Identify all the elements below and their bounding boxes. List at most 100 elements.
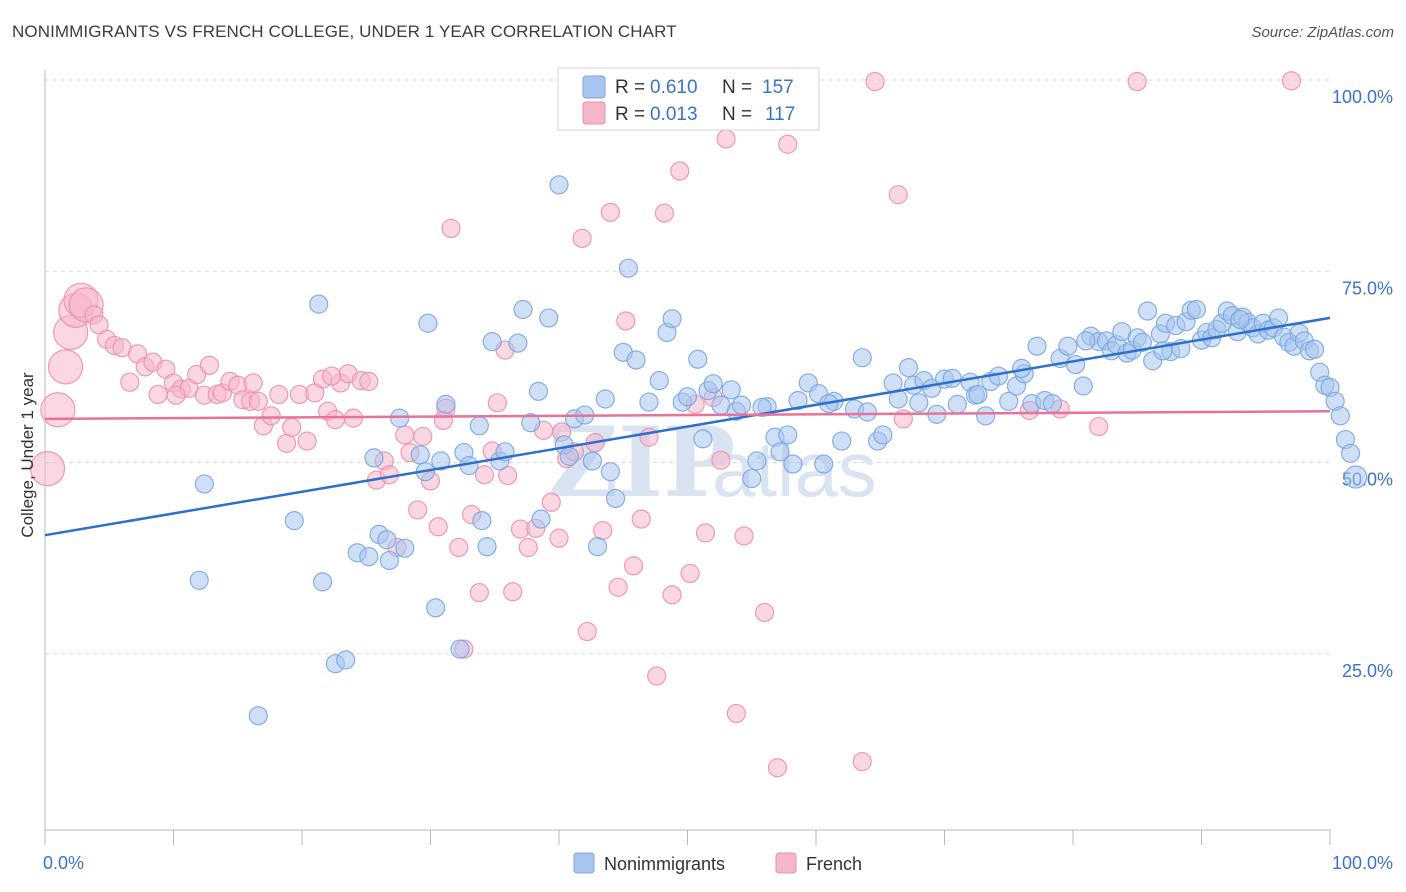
french-point-108 <box>1089 416 1109 437</box>
french-point-80 <box>600 202 621 222</box>
french-point-96 <box>726 703 746 724</box>
nonimmigrants-point-68 <box>770 442 790 462</box>
legend-r-label-pink: R = <box>615 104 645 125</box>
nonimmigrants-point-3 <box>284 511 304 531</box>
french-point-92 <box>695 523 716 543</box>
nonimmigrants-point-19 <box>426 598 446 618</box>
legend-swatch-french <box>775 852 797 874</box>
french-trend-line <box>44 409 1331 421</box>
nonimmigrants-point-33 <box>521 413 541 433</box>
nonimmigrants-point-157 <box>1340 443 1361 463</box>
nonimmigrants-point-37 <box>549 175 569 195</box>
nonimmigrants-point-164 <box>909 393 929 413</box>
nonimmigrants-point-25 <box>469 416 489 436</box>
nonimmigrants-point-31 <box>508 333 528 353</box>
french-point-77 <box>577 621 597 642</box>
french-point-88 <box>662 585 682 605</box>
nonimmigrants-point-63 <box>731 395 752 415</box>
french-point-69 <box>518 537 538 558</box>
series-legend: Nonimmigrants French <box>573 852 862 874</box>
nonimmigrants-point-155 <box>1330 406 1350 426</box>
nonimmigrants-point-76 <box>832 431 852 451</box>
nonimmigrants-point-90 <box>942 368 962 388</box>
nonimmigrants-point-0 <box>189 570 209 590</box>
legend-n-value-pink: 117 <box>765 104 795 125</box>
nonimmigrants-point-21 <box>436 394 456 414</box>
nonimmigrants-point-70 <box>783 454 803 474</box>
french-point-113 <box>243 373 263 393</box>
french-point-110 <box>1281 71 1302 91</box>
nonimmigrants-point-43 <box>587 537 608 557</box>
french-point-103 <box>865 71 885 92</box>
nonimmigrants-point-7 <box>336 650 356 670</box>
nonimmigrants-point-46 <box>605 488 626 509</box>
nonimmigrants-point-48 <box>618 258 638 278</box>
french-point-86 <box>647 666 667 686</box>
french-point-87 <box>654 203 674 223</box>
french-point-53 <box>408 500 428 520</box>
nonimmigrants-point-45 <box>600 462 621 482</box>
x-tick-label-right: 100.0% <box>1332 853 1393 873</box>
x-tick-label-left: 0.0% <box>43 853 84 873</box>
french-point-41 <box>325 410 346 430</box>
nonimmigrants-point-150 <box>1304 339 1325 359</box>
nonimmigrants-point-36 <box>539 308 559 328</box>
legend-r-value-pink: 0.013 <box>650 104 698 125</box>
french-point-95 <box>716 129 736 149</box>
french-point-2 <box>47 349 84 385</box>
nonimmigrants-point-5 <box>312 572 333 592</box>
french-point-63 <box>474 465 495 485</box>
nonimmigrants-point-32 <box>513 299 533 320</box>
nonimmigrants-point-56 <box>688 349 708 369</box>
nonimmigrants-point-26 <box>472 511 492 531</box>
french-point-104 <box>888 185 908 205</box>
y-tick-label-0: 100.0% <box>1332 87 1393 107</box>
nonimmigrants-point-78 <box>852 348 872 368</box>
nonimmigrants-point-74 <box>814 454 834 474</box>
french-point-30 <box>248 391 268 411</box>
legend-n-value-blue: 157 <box>762 77 794 98</box>
french-point-84 <box>631 509 651 529</box>
nonimmigrants-point-44 <box>595 389 615 409</box>
french-point-67 <box>503 582 523 602</box>
nonimmigrants-point-20 <box>431 451 451 471</box>
nonimmigrants-point-1 <box>194 474 214 494</box>
nonimmigrants-point-65 <box>747 451 767 471</box>
chart-title: NONIMMIGRANTS VS FRENCH COLLEGE, UNDER 1… <box>12 22 677 41</box>
nonimmigrants-point-2 <box>248 706 268 726</box>
nonimmigrants-point-51 <box>649 371 669 391</box>
nonimmigrants-point-61 <box>721 380 741 400</box>
nonimmigrants-point-53 <box>662 309 682 329</box>
chart-source: Source: ZipAtlas.com <box>1251 24 1394 41</box>
french-point-46 <box>359 371 379 392</box>
french-point-109 <box>1127 71 1147 92</box>
nonimmigrants-point-12 <box>377 530 397 550</box>
french-point-23 <box>199 355 220 375</box>
nonimmigrants-point-84 <box>898 358 919 378</box>
french-point-82 <box>616 311 636 331</box>
legend-r-value-blue: 0.610 <box>650 77 698 98</box>
nonimmigrants-point-160 <box>1230 309 1250 330</box>
french-point-72 <box>541 492 561 512</box>
french-point-59 <box>449 537 469 558</box>
french-point-100 <box>767 758 788 778</box>
french-point-65 <box>487 393 507 413</box>
french-point-111 <box>433 410 453 431</box>
y-axis-tick-labels: 100.0%75.0%50.0%25.0% <box>1332 87 1393 681</box>
french-point-114 <box>166 385 186 405</box>
y-tick-label-1: 75.0% <box>1342 278 1393 298</box>
nonimmigrants-point-143 <box>1268 308 1289 328</box>
trend-lines <box>44 316 1331 537</box>
nonimmigrants-point-14 <box>390 408 410 428</box>
correlation-legend: R = 0.610 N = 157 R = 0.013 N = 117 <box>557 67 820 131</box>
french-point-58 <box>441 218 461 239</box>
nonimmigrants-trend-line <box>44 316 1331 537</box>
french-point-112 <box>321 366 342 386</box>
nonimmigrants-point-127 <box>1186 299 1206 320</box>
nonimmigrants-point-59 <box>703 374 723 394</box>
nonimmigrants-point-22 <box>450 639 470 659</box>
legend-swatch-blue <box>582 75 606 99</box>
french-point-12 <box>120 372 140 392</box>
nonimmigrants-point-55 <box>677 387 698 407</box>
